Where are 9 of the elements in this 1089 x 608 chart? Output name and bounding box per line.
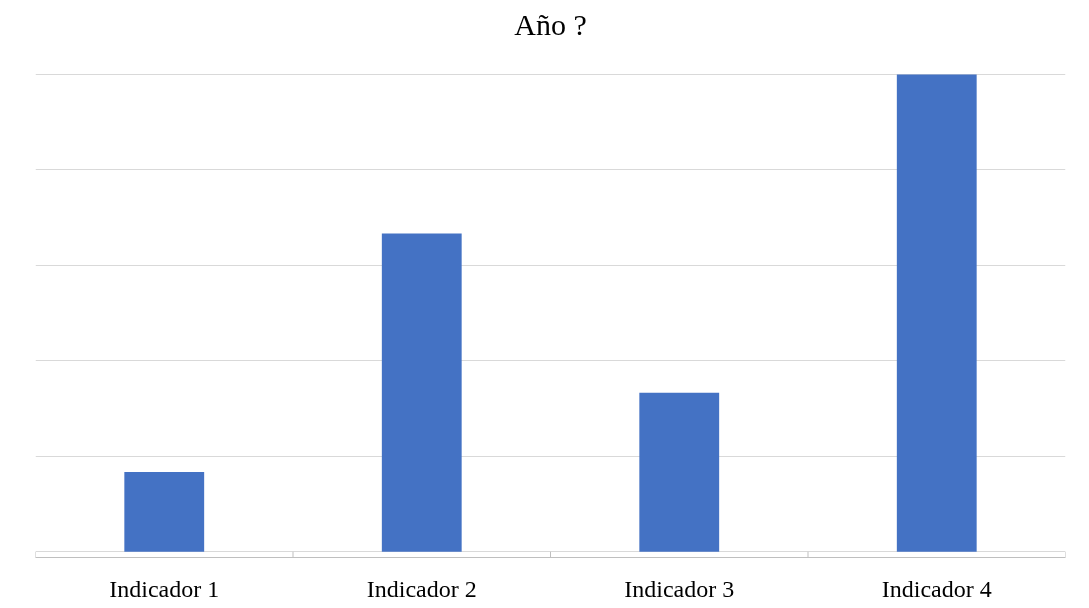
chart-title: Año ? — [514, 7, 587, 41]
x-tick-label: Indicador 4 — [881, 575, 992, 602]
x-tick-label: Indicador 1 — [109, 575, 220, 602]
x-tick-label: Indicador 3 — [624, 575, 735, 602]
bar — [381, 233, 462, 552]
bar — [896, 74, 977, 552]
x-tick-label: Indicador 2 — [366, 575, 477, 602]
bar — [639, 392, 720, 552]
bar — [124, 472, 205, 552]
